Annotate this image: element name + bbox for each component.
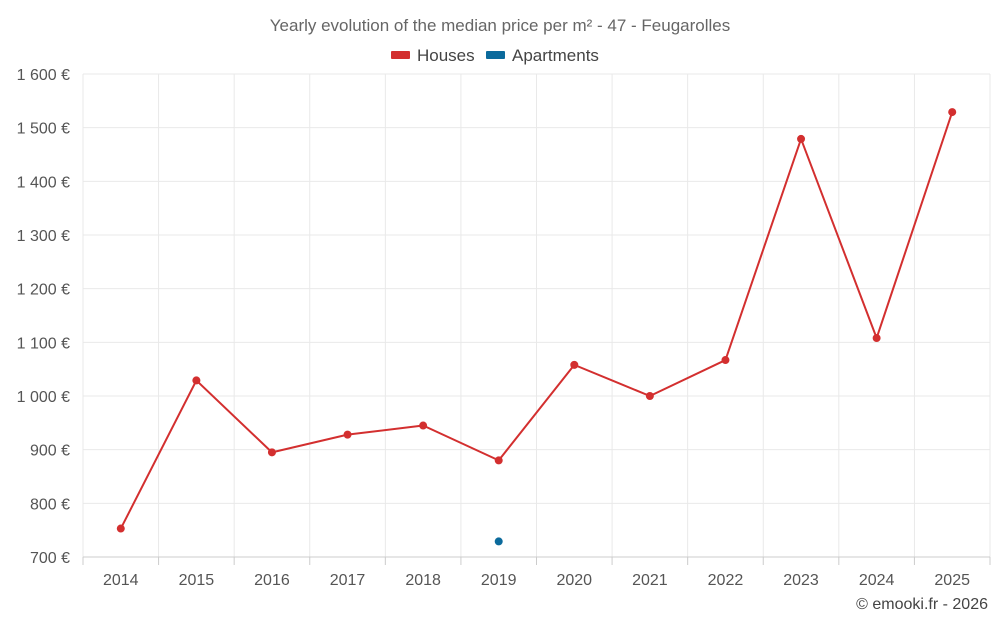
series-apartments: [494, 537, 503, 546]
x-tick-label: 2024: [859, 572, 895, 589]
y-tick-label: 800 €: [30, 496, 70, 513]
series: [116, 108, 957, 546]
y-tick-label: 1 500 €: [17, 121, 70, 138]
gridlines: [82, 73, 991, 557]
axes: 700 € 800 € 900 € 1 000 € 1 100 € 1 200 € 1 30…: [17, 67, 991, 589]
data-point-apartments[interactable]: [494, 537, 503, 546]
x-tick-label: 2016: [254, 572, 290, 589]
x-tick-label: 2014: [103, 572, 139, 589]
x-tick-label: 2017: [330, 572, 366, 589]
legend-item-houses[interactable]: Houses: [391, 46, 475, 65]
x-tick-label: 2025: [934, 572, 970, 589]
y-tick-label: 900 €: [30, 443, 70, 460]
y-tick-label: 1 000 €: [17, 389, 70, 406]
x-tick-label: 2023: [783, 572, 819, 589]
data-point-houses[interactable]: [419, 421, 428, 430]
data-point-houses[interactable]: [645, 392, 654, 400]
legend-item-apartments[interactable]: Apartments: [486, 46, 599, 65]
x-tick-label: 2015: [179, 572, 215, 589]
x-tick-label: 2021: [632, 572, 668, 589]
data-point-houses[interactable]: [721, 356, 730, 365]
data-point-houses[interactable]: [343, 430, 352, 439]
x-tick-label: 2019: [481, 572, 517, 589]
data-point-houses[interactable]: [872, 334, 881, 343]
legend-swatch-houses: [391, 51, 410, 59]
x-tick-label: 2018: [405, 572, 441, 589]
y-tick-label: 700 €: [30, 550, 70, 567]
x-tick-label: 2022: [708, 572, 744, 589]
data-point-houses[interactable]: [116, 524, 125, 533]
data-point-houses[interactable]: [494, 456, 503, 465]
data-point-houses[interactable]: [797, 134, 806, 143]
legend-label-apartments: Apartments: [512, 46, 599, 65]
y-tick-label: 1 100 €: [17, 335, 70, 352]
x-tick-label: 2020: [556, 572, 592, 589]
credit-text: © emooki.fr - 2026: [856, 596, 988, 613]
y-tick-label: 1 300 €: [17, 228, 70, 245]
y-tick-label: 1 200 €: [17, 282, 70, 299]
data-point-houses[interactable]: [948, 108, 957, 117]
series-line-houses: [119, 111, 954, 530]
chart-title: Yearly evolution of the median price per…: [270, 16, 731, 35]
y-tick-label: 1 400 €: [17, 174, 70, 191]
legend-swatch-apartments: [486, 51, 505, 59]
data-point-houses[interactable]: [267, 448, 276, 457]
series-houses: [116, 108, 957, 533]
legend: Houses Apartments: [391, 46, 599, 65]
y-tick-label: 1 600 €: [17, 67, 70, 84]
data-point-houses[interactable]: [192, 376, 201, 385]
data-point-houses[interactable]: [570, 360, 579, 369]
legend-label-houses: Houses: [417, 46, 475, 65]
